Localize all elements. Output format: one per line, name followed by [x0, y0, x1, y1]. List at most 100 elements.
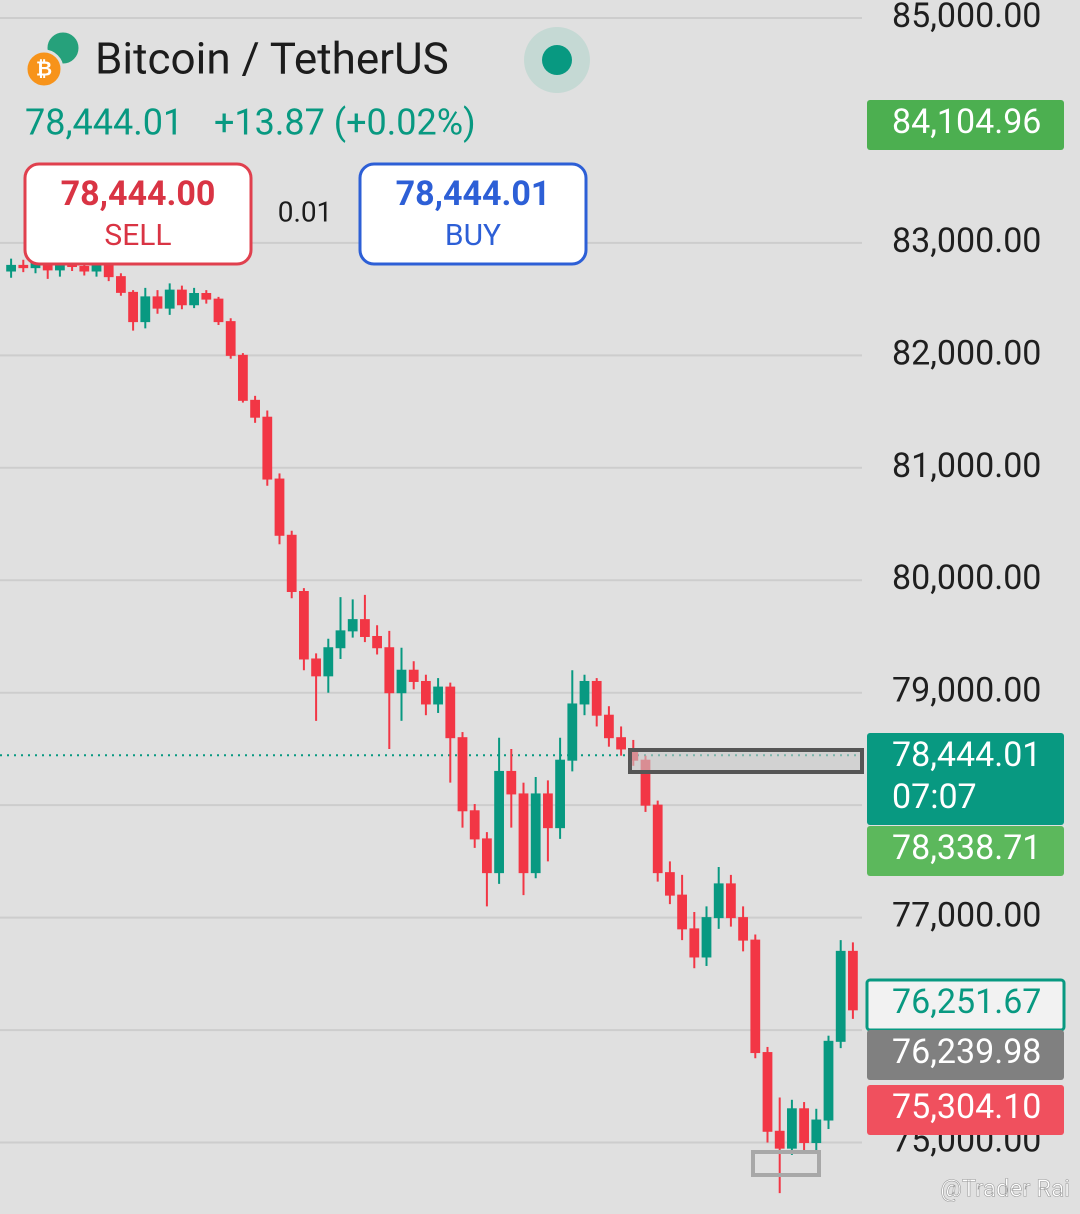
candle-body — [591, 680, 602, 716]
candle-body — [457, 737, 468, 812]
bitcoin-icon — [24, 49, 64, 89]
candle-body — [421, 680, 431, 705]
price-label-time: 07:07 — [892, 777, 977, 817]
header: ₿ Bitcoin / TetherUS 78,444.01 +13.87 (+… — [23, 27, 590, 266]
candle-body — [396, 669, 407, 694]
y-tick-label: 82,000.00 — [892, 333, 1041, 373]
candle-body — [323, 647, 334, 677]
candle-body — [347, 619, 358, 632]
candle-body — [140, 296, 151, 323]
candle-body — [787, 1108, 797, 1149]
candle-body — [604, 714, 614, 739]
price-label: 76,251.67 — [865, 978, 1066, 1032]
buy-label: BUY — [445, 218, 501, 253]
candle-body — [848, 950, 858, 1011]
candle-body — [177, 289, 187, 306]
candle-body — [238, 354, 248, 401]
candle-body — [567, 703, 578, 761]
y-tick-label: 85,000.00 — [892, 0, 1041, 36]
candle-body — [762, 1052, 773, 1132]
price-label-text: 78,444.01 — [892, 735, 1041, 775]
candle-body — [738, 917, 748, 941]
candle-body — [543, 793, 553, 829]
candle-body — [384, 647, 395, 694]
y-tick-label: 77,000.00 — [892, 896, 1041, 936]
candle-body — [518, 793, 529, 874]
candle-body — [445, 686, 456, 739]
symbol-title: Bitcoin / TetherUS — [95, 33, 449, 85]
candle-body — [579, 680, 590, 705]
price-label-text: 84,104.96 — [892, 102, 1041, 142]
candle-body — [116, 276, 126, 293]
candle-body — [408, 669, 419, 682]
candle-body — [750, 939, 761, 1054]
price-label-text: 78,338.71 — [892, 828, 1041, 868]
status-dot — [542, 45, 572, 75]
price-label: 78,338.71 — [867, 826, 1064, 876]
price-label-box — [867, 733, 1064, 825]
candle-body — [774, 1130, 785, 1149]
sell-label: SELL — [104, 218, 171, 253]
bitcoin-symbol: ₿ — [36, 56, 52, 80]
candle-body — [701, 917, 712, 958]
price-label-box — [867, 1085, 1064, 1135]
candle-body — [103, 264, 114, 278]
price-label: 75,304.10 — [867, 1085, 1064, 1135]
candle-body — [665, 872, 675, 896]
candle-body — [262, 416, 273, 480]
price-label-box — [867, 826, 1064, 876]
candle-body — [677, 894, 687, 930]
candle-body — [18, 264, 29, 269]
price-labels: 84,104.9678,444.0107:0778,338.7176,251.6… — [865, 100, 1066, 1135]
candle-body — [201, 293, 212, 300]
candle-body — [152, 296, 163, 309]
candle-body — [274, 478, 285, 536]
watermark: @Trader Rai — [940, 1174, 1070, 1202]
price-label-box — [867, 1030, 1064, 1080]
candle-body — [91, 264, 102, 272]
candle-body — [433, 686, 443, 705]
candle-body — [286, 534, 297, 593]
candle-body — [250, 399, 260, 418]
y-tick-label: 80,000.00 — [892, 558, 1041, 598]
candle-body — [726, 883, 736, 919]
zone-box — [628, 748, 864, 774]
candle-body — [225, 321, 236, 356]
candle-body — [335, 630, 346, 649]
candle-body — [6, 264, 16, 272]
y-tick-label: 83,000.00 — [892, 221, 1041, 261]
candle-body — [799, 1108, 809, 1144]
candle-body — [494, 770, 504, 874]
low-box — [751, 1150, 821, 1177]
price-label: 84,104.96 — [867, 100, 1064, 150]
candle-body — [469, 810, 480, 840]
buy-button[interactable] — [358, 162, 588, 266]
sell-price: 78,444.00 — [61, 174, 216, 214]
candle-body — [835, 950, 846, 1042]
candles — [6, 255, 858, 1194]
y-axis: 85,000.00 83,000.00 82,000.00 81,000.00 80,0… — [892, 0, 1041, 1161]
candle-body — [372, 635, 382, 649]
candle-body — [823, 1040, 834, 1121]
spread: 0.01 — [278, 195, 333, 228]
buy-price: 78,444.01 — [396, 174, 551, 214]
sell-button[interactable] — [23, 162, 253, 266]
y-tick-label: 79,000.00 — [892, 671, 1041, 711]
price-label-text: 75,304.10 — [892, 1087, 1041, 1127]
candle-body — [299, 591, 309, 660]
candle-body — [189, 293, 199, 306]
price-change: +13.87 (+0.02%) — [214, 102, 476, 144]
candle-body — [713, 883, 724, 919]
candle-body — [616, 737, 626, 750]
candle-body — [555, 759, 565, 829]
y-tick-label: 81,000.00 — [892, 446, 1041, 486]
candle-body — [79, 266, 90, 272]
candle-body — [506, 770, 517, 795]
candle-body — [213, 298, 224, 323]
price-label-text: 76,251.67 — [892, 982, 1041, 1022]
price-label: 76,239.98 — [867, 1030, 1064, 1080]
last-price: 78,444.01 — [25, 102, 183, 144]
